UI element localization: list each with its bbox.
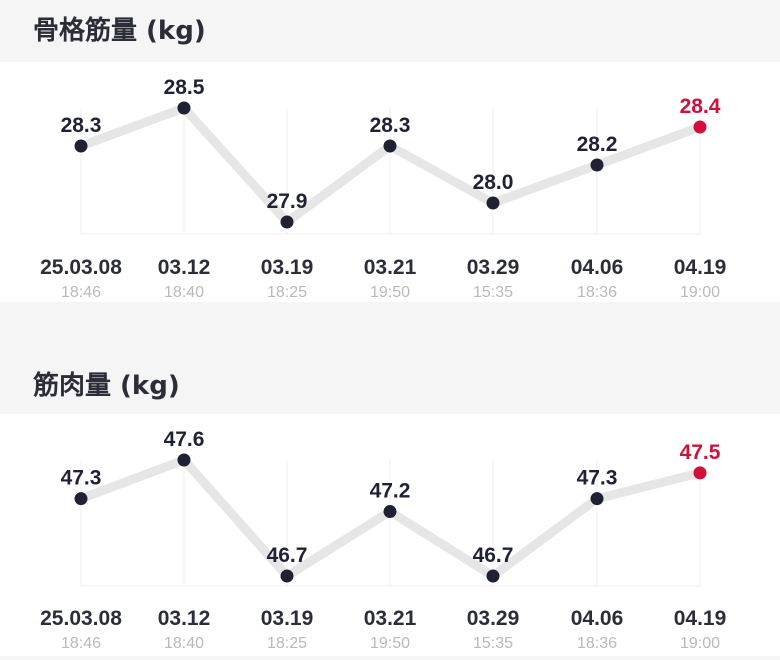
data-point-latest[interactable] — [693, 120, 707, 134]
data-point[interactable] — [486, 569, 500, 583]
data-point[interactable] — [486, 196, 500, 210]
value-label: 47.3 — [577, 467, 618, 490]
x-date-label: 25.03.08 — [40, 256, 122, 279]
value-label: 28.5 — [164, 76, 205, 99]
x-time-label: 18:25 — [267, 284, 307, 301]
x-time-label: 18:46 — [61, 635, 101, 652]
chart-2-title: 筋肉量 (kg) — [33, 371, 180, 401]
x-time-label: 18:36 — [577, 284, 617, 301]
x-time-label: 19:50 — [370, 284, 410, 301]
value-label: 28.3 — [370, 114, 411, 137]
data-point[interactable] — [177, 101, 191, 115]
x-date-label: 25.03.08 — [40, 607, 122, 630]
data-point[interactable] — [280, 215, 294, 229]
x-date-label: 03.12 — [158, 607, 211, 630]
value-label: 28.3 — [61, 114, 102, 137]
x-date-label: 04.06 — [571, 256, 624, 279]
x-time-label: 19:00 — [680, 284, 720, 301]
x-date-label: 04.19 — [674, 607, 727, 630]
chart-1-plot: 28.3 25.03.08 18:46 28.5 03.12 18:40 27.9 03.19… — [40, 76, 727, 301]
x-time-label: 18:40 — [164, 284, 204, 301]
x-time-label: 18:36 — [577, 635, 617, 652]
x-time-label: 18:40 — [164, 635, 204, 652]
value-label: 47.6 — [164, 428, 205, 451]
data-point[interactable] — [74, 492, 88, 506]
data-point-latest[interactable] — [693, 466, 707, 480]
data-point[interactable] — [383, 505, 397, 519]
data-point[interactable] — [177, 453, 191, 467]
value-label: 27.9 — [267, 190, 308, 213]
value-label: 28.4 — [680, 95, 721, 118]
value-label: 47.2 — [370, 480, 411, 503]
x-time-label: 19:00 — [680, 635, 720, 652]
data-point[interactable] — [74, 139, 88, 153]
data-point[interactable] — [383, 139, 397, 153]
chart-2-card: 47.3 25.03.08 18:46 47.6 03.12 18:40 46.7 03.19… — [0, 414, 780, 656]
value-label: 47.5 — [680, 441, 721, 464]
x-time-label: 15:35 — [473, 284, 513, 301]
chart-2-header: 筋肉量 (kg) — [0, 302, 780, 414]
chart-2-plot: 47.3 25.03.08 18:46 47.6 03.12 18:40 46.7 03.19… — [40, 428, 727, 652]
chart-1-header: 骨格筋量 (kg) — [0, 0, 780, 62]
x-time-label: 18:25 — [267, 635, 307, 652]
x-date-label: 03.21 — [364, 607, 417, 630]
data-point[interactable] — [280, 569, 294, 583]
x-time-label: 15:35 — [473, 635, 513, 652]
x-time-label: 19:50 — [370, 635, 410, 652]
value-label: 46.7 — [473, 544, 514, 567]
x-date-label: 04.19 — [674, 256, 727, 279]
x-date-label: 03.19 — [261, 607, 314, 630]
chart-1-title: 骨格筋量 (kg) — [33, 16, 206, 46]
data-point[interactable] — [590, 492, 604, 506]
value-label: 28.0 — [473, 171, 514, 194]
x-date-label: 03.12 — [158, 256, 211, 279]
x-date-label: 03.19 — [261, 256, 314, 279]
x-date-label: 04.06 — [571, 607, 624, 630]
x-date-label: 03.21 — [364, 256, 417, 279]
value-label: 47.3 — [61, 467, 102, 490]
value-label: 28.2 — [577, 133, 618, 156]
x-time-label: 18:46 — [61, 284, 101, 301]
x-date-label: 03.29 — [467, 256, 520, 279]
value-label: 46.7 — [267, 544, 308, 567]
data-point[interactable] — [590, 158, 604, 172]
x-date-label: 03.29 — [467, 607, 520, 630]
chart-1-card: 28.3 25.03.08 18:46 28.5 03.12 18:40 27.9 03.19… — [0, 62, 780, 302]
